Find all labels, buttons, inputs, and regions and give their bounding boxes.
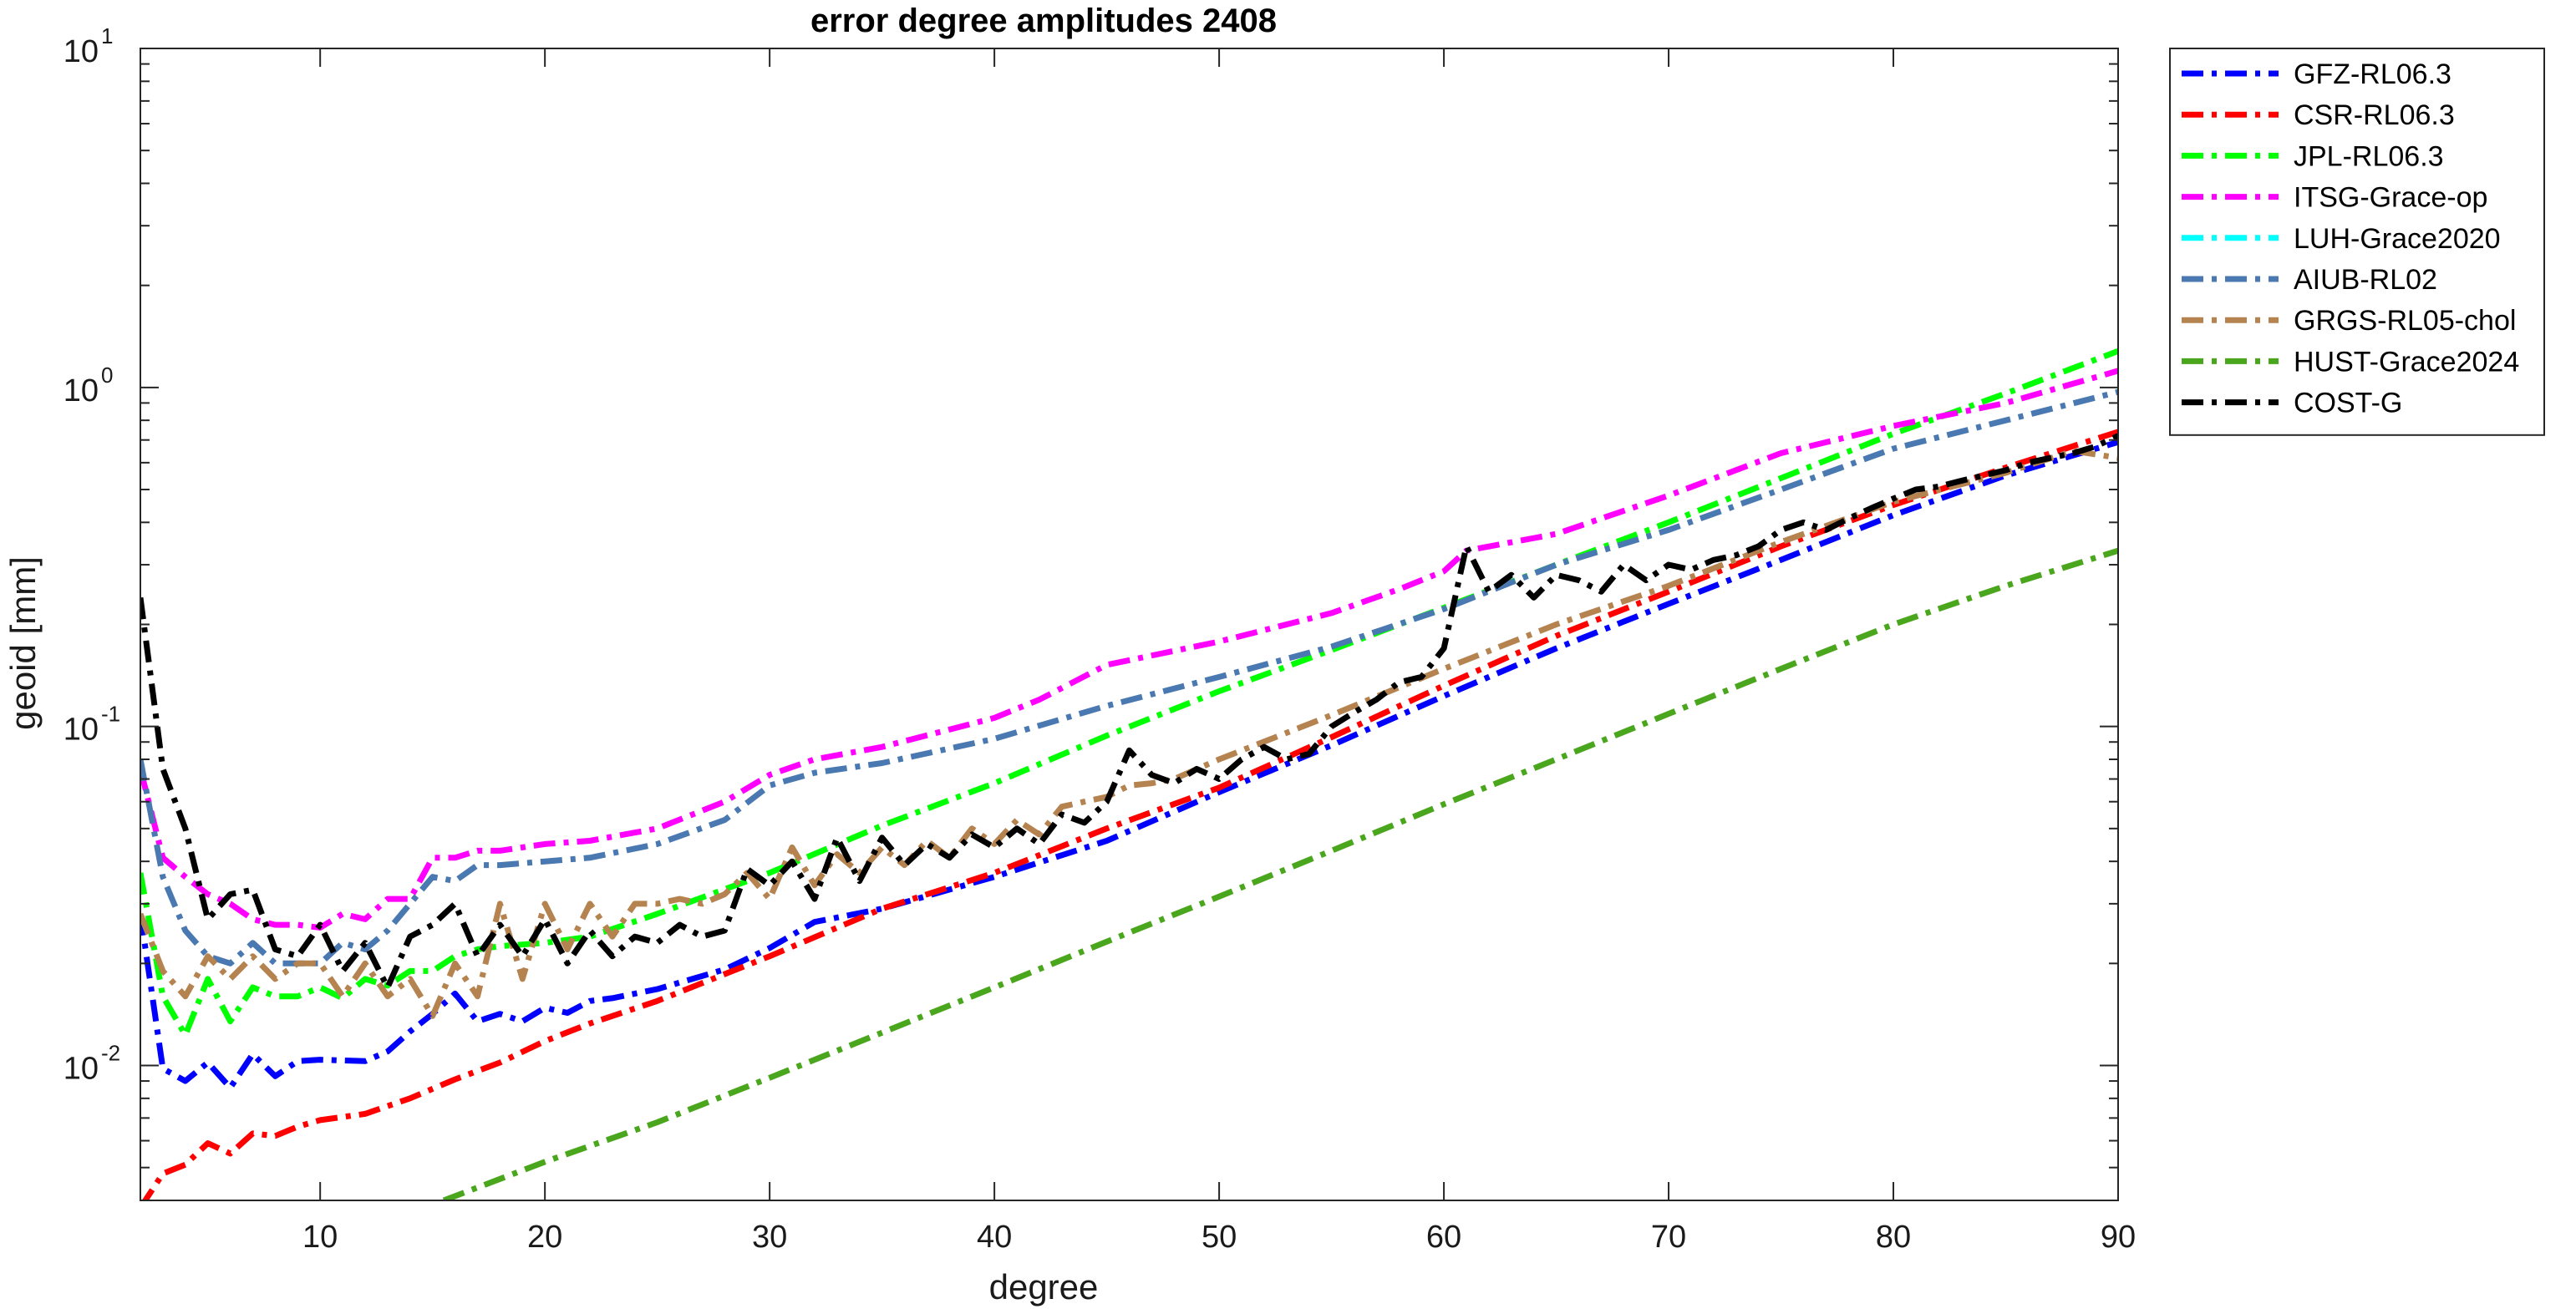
- series-lines: [140, 348, 2118, 1200]
- x-tick-label: 20: [527, 1220, 562, 1255]
- x-tick-label: 50: [1202, 1220, 1237, 1255]
- x-tick-label: 80: [1876, 1220, 1911, 1255]
- chart-title: error degree amplitudes 2408: [810, 3, 1277, 39]
- x-tick-label: 30: [752, 1220, 787, 1255]
- legend-label: AIUB-RL02: [2294, 264, 2437, 296]
- x-tick-label: 40: [977, 1220, 1012, 1255]
- series-line-2: [141, 429, 2118, 1200]
- y-axis-label: geoid [mm]: [3, 556, 43, 730]
- series-line-4: [140, 368, 2118, 931]
- y-tick-label-exponent: -2: [101, 1041, 120, 1066]
- x-tick-label: 70: [1651, 1220, 1686, 1255]
- legend: GFZ-RL06.3 CSR-RL06.3 JPL-RL06.3 ITSG-Grace…: [2169, 48, 2545, 436]
- legend-label: LUH-Grace2020: [2294, 223, 2501, 255]
- y-tick-label-base: 10: [64, 373, 99, 408]
- legend-label: GFZ-RL06.3: [2294, 58, 2452, 90]
- y-tick-label-exponent: 1: [101, 23, 113, 48]
- series-line-6: [140, 388, 2118, 967]
- plot-area: [140, 48, 2118, 1200]
- y-tick-label-base: 10: [64, 34, 99, 69]
- x-tick-label: 60: [1426, 1220, 1461, 1255]
- legend-label: COST-G: [2294, 388, 2402, 419]
- y-tick-label-base: 10: [64, 713, 99, 748]
- series-line-1: [140, 439, 2118, 1091]
- x-tick-label: 10: [302, 1220, 338, 1255]
- y-tick-label-exponent: -1: [101, 702, 120, 727]
- series-line-9: [140, 433, 2118, 991]
- y-tick-label-base: 10: [64, 1052, 99, 1087]
- x-axis-label: degree: [989, 1267, 1099, 1306]
- legend-label: ITSG-Grace-op: [2294, 182, 2487, 214]
- y-tick-label-exponent: 0: [101, 363, 113, 388]
- plot-background: [140, 48, 2118, 1200]
- x-tick-label: 90: [2101, 1220, 2136, 1255]
- legend-label: HUST-Grace2024: [2294, 346, 2519, 378]
- legend-label: GRGS-RL05-chol: [2294, 305, 2516, 337]
- legend-label: CSR-RL06.3: [2294, 99, 2455, 131]
- legend-label: JPL-RL06.3: [2294, 140, 2444, 172]
